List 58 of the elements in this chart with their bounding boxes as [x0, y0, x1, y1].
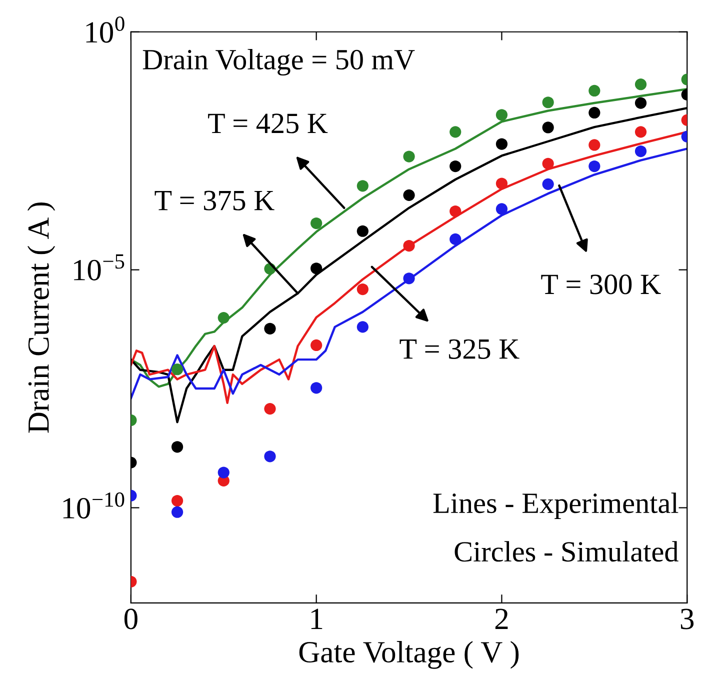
point: [588, 160, 600, 172]
point: [496, 138, 508, 150]
annotation: Circles - Simulated: [454, 541, 678, 562]
point: [171, 364, 184, 376]
y-axis-title: Drain Current ( A ): [27, 202, 56, 433]
point: [634, 97, 647, 109]
annotation: T = 300 K: [541, 274, 661, 294]
point: [171, 494, 184, 507]
point: [496, 178, 508, 190]
point: [310, 262, 322, 274]
point: [403, 272, 415, 284]
point: [264, 450, 276, 462]
point: [356, 283, 368, 296]
annotation: T = 325 K: [400, 339, 520, 359]
point: [356, 180, 368, 192]
point: [588, 84, 600, 97]
line-series: [130, 88, 688, 388]
point: [634, 126, 647, 138]
point: [403, 189, 415, 201]
y-tick-label: 10$^{0}$: [86, 16, 124, 43]
x-tick-label: 1: [311, 608, 322, 629]
point: [634, 145, 647, 158]
point: [450, 205, 462, 218]
x-tick-label: 3: [680, 608, 694, 630]
y-tick-label: 10$^{−5}$: [74, 254, 124, 280]
point: [310, 339, 322, 352]
point: [310, 382, 322, 394]
point: [496, 109, 508, 121]
point: [218, 312, 230, 324]
point: [634, 78, 647, 90]
point: [264, 402, 276, 415]
annotation: Lines - Experimental: [433, 492, 678, 520]
point: [588, 139, 600, 151]
point: [542, 158, 554, 170]
x-tick-label: 2: [495, 608, 508, 629]
x-axis-title: Gate Voltage ( V ): [299, 641, 519, 669]
annotation: T = 425 K: [208, 114, 328, 134]
point: [171, 441, 184, 453]
point: [310, 217, 322, 230]
point: [496, 203, 508, 215]
annotation: T = 375 K: [154, 190, 274, 210]
point: [450, 126, 462, 138]
point: [588, 106, 600, 119]
point: [450, 160, 462, 172]
point: [403, 240, 415, 252]
point: [171, 506, 184, 518]
point: [356, 225, 368, 237]
annotation: Drain Voltage = 50 mV: [142, 49, 415, 76]
x-tick-label: 0: [124, 608, 138, 630]
point: [264, 322, 276, 334]
point: [218, 466, 230, 478]
point: [542, 178, 554, 190]
y-tick-label: 10$^{−10}$: [63, 492, 124, 519]
point: [403, 150, 415, 162]
point: [450, 233, 462, 245]
point: [542, 122, 554, 134]
point: [356, 321, 368, 333]
point: [542, 96, 554, 108]
